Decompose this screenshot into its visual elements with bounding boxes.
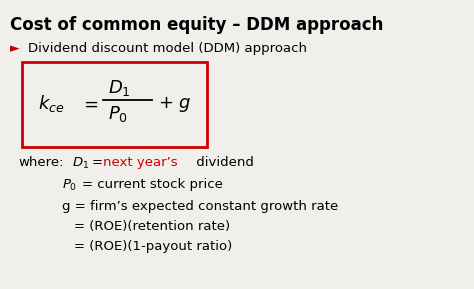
Text: = current stock price: = current stock price — [82, 178, 223, 191]
Text: $D_1$: $D_1$ — [72, 156, 89, 171]
Text: where:: where: — [18, 156, 64, 169]
Text: Cost of common equity – DDM approach: Cost of common equity – DDM approach — [10, 16, 383, 34]
Text: $k_{ce}$: $k_{ce}$ — [38, 94, 64, 114]
Text: g = firm’s expected constant growth rate: g = firm’s expected constant growth rate — [62, 200, 338, 213]
Text: $+\ g$: $+\ g$ — [158, 95, 191, 114]
Text: $P_0$: $P_0$ — [62, 178, 77, 193]
Text: = (ROE)(1-payout ratio): = (ROE)(1-payout ratio) — [74, 240, 232, 253]
Text: = (ROE)(retention rate): = (ROE)(retention rate) — [74, 220, 230, 233]
Text: ►: ► — [10, 42, 19, 55]
Text: $=$: $=$ — [80, 95, 99, 113]
Bar — [22, 62, 207, 147]
Text: =: = — [92, 156, 107, 169]
Text: next year’s: next year’s — [103, 156, 178, 169]
Text: $D_1$: $D_1$ — [108, 78, 131, 98]
Text: dividend: dividend — [192, 156, 254, 169]
Text: Dividend discount model (DDM) approach: Dividend discount model (DDM) approach — [28, 42, 307, 55]
Text: $P_0$: $P_0$ — [108, 104, 128, 124]
